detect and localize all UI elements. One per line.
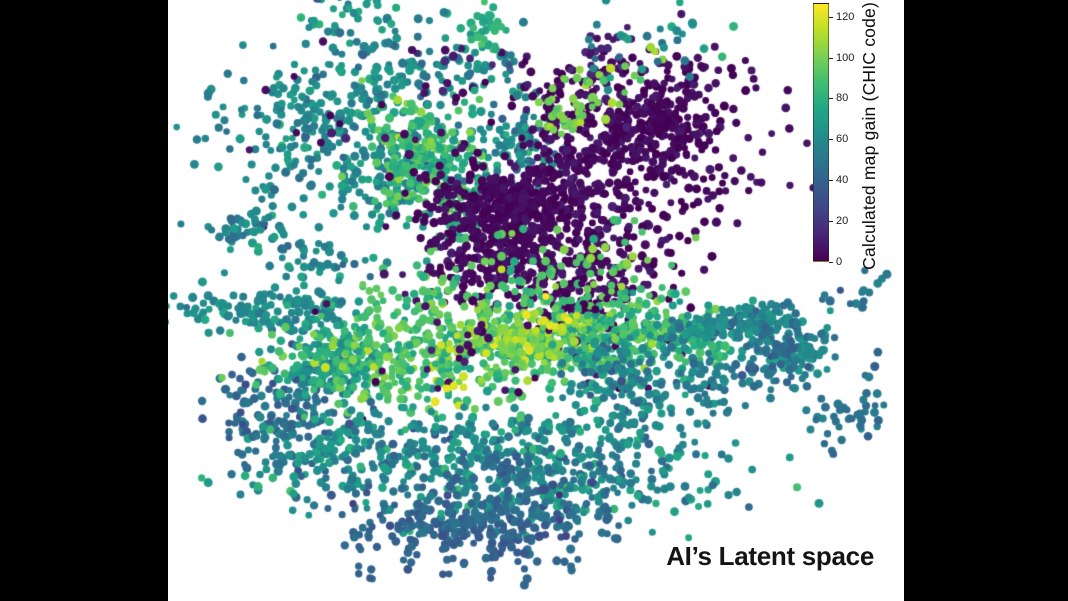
figure-title: AI’s Latent space [666, 541, 874, 571]
colorbar-tick [829, 261, 833, 263]
latent-space-scatter [168, 0, 904, 601]
colorbar-label-text: Calculated map gain (CHIC code) [858, 2, 879, 270]
colorbar-tick [829, 57, 833, 59]
colorbar-tick-label: 20 [836, 214, 849, 227]
colorbar-tick-label: 0 [836, 255, 843, 268]
colorbar-tick [829, 98, 833, 100]
colorbar-tick-label: 40 [836, 173, 849, 186]
colorbar [813, 3, 829, 262]
colorbar-tick [829, 179, 833, 181]
colorbar-tick-label: 60 [836, 133, 849, 146]
colorbar-tick [829, 139, 833, 141]
colorbar-gradient [813, 3, 829, 262]
colorbar-tick-label: 100 [836, 51, 855, 64]
colorbar-label: Calculated map gain (CHIC code) [852, 0, 886, 276]
colorbar-tick-label: 120 [836, 10, 855, 23]
colorbar-tick [829, 16, 833, 18]
figure-panel: 0 20 40 60 80 100 120 Calculated map gain (CHI… [168, 0, 904, 601]
colorbar-tick [829, 220, 833, 222]
colorbar-tick-label: 80 [836, 92, 849, 105]
